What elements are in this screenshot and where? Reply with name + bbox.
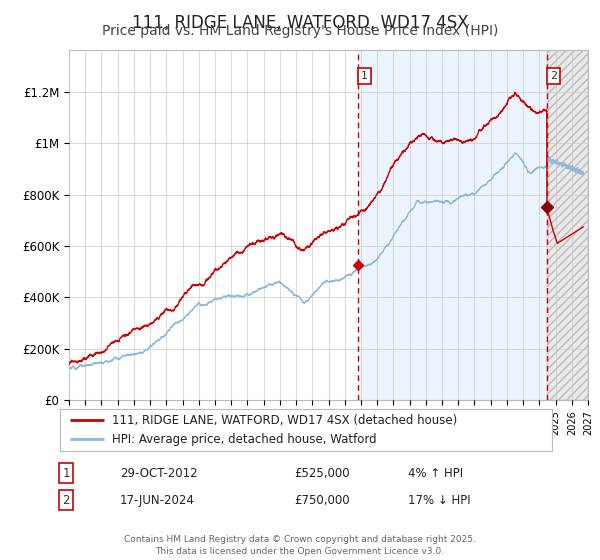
Text: 1: 1 bbox=[361, 71, 368, 81]
Text: 17-JUN-2024: 17-JUN-2024 bbox=[120, 493, 195, 507]
Text: 4% ↑ HPI: 4% ↑ HPI bbox=[408, 466, 463, 480]
Text: 1: 1 bbox=[62, 466, 70, 480]
Text: 29-OCT-2012: 29-OCT-2012 bbox=[120, 466, 197, 480]
Bar bbox=[547, 50, 588, 400]
Text: 17% ↓ HPI: 17% ↓ HPI bbox=[408, 493, 470, 507]
Text: HPI: Average price, detached house, Watford: HPI: Average price, detached house, Watf… bbox=[112, 433, 376, 446]
Text: £750,000: £750,000 bbox=[294, 493, 350, 507]
Text: Price paid vs. HM Land Registry's House Price Index (HPI): Price paid vs. HM Land Registry's House … bbox=[102, 24, 498, 38]
Text: 111, RIDGE LANE, WATFORD, WD17 4SX (detached house): 111, RIDGE LANE, WATFORD, WD17 4SX (deta… bbox=[112, 414, 457, 427]
Bar bbox=[358, 50, 547, 400]
Bar bbox=[547, 50, 588, 400]
Text: 111, RIDGE LANE, WATFORD, WD17 4SX: 111, RIDGE LANE, WATFORD, WD17 4SX bbox=[131, 14, 469, 32]
Bar bbox=[69, 50, 358, 400]
Text: 2: 2 bbox=[550, 71, 557, 81]
Text: Contains HM Land Registry data © Crown copyright and database right 2025.
This d: Contains HM Land Registry data © Crown c… bbox=[124, 535, 476, 556]
Text: 2: 2 bbox=[62, 493, 70, 507]
Text: £525,000: £525,000 bbox=[294, 466, 350, 480]
